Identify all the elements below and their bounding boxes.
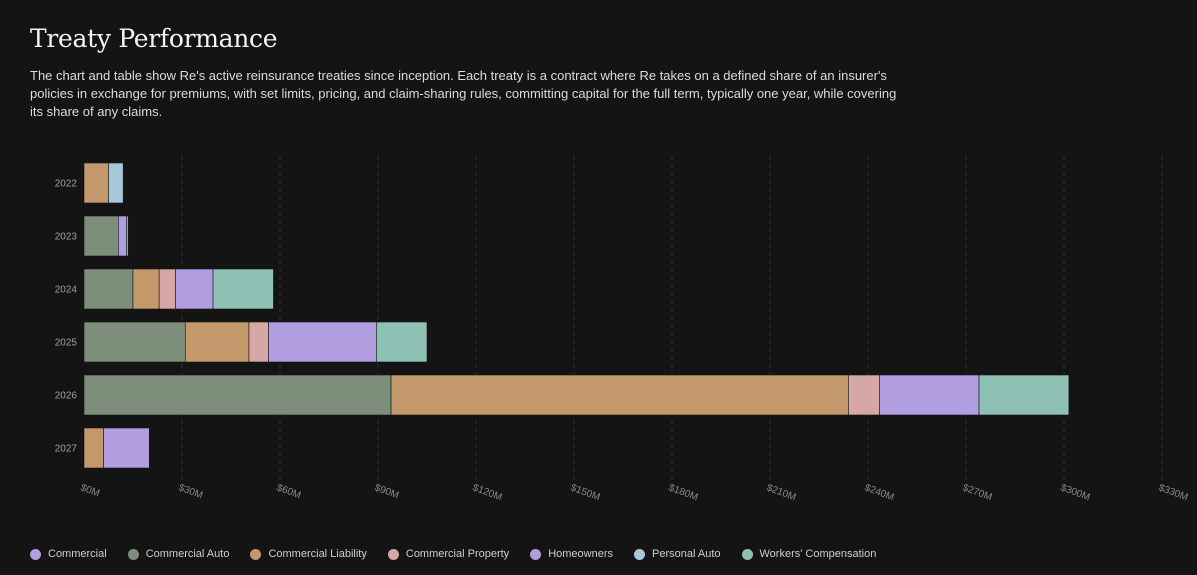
y-category-label: 2025 — [55, 338, 78, 349]
x-tick-label: $60M — [275, 482, 302, 501]
legend-swatch — [30, 548, 41, 560]
bar-segment[interactable] — [118, 215, 127, 257]
legend-swatch — [127, 548, 139, 560]
legend-swatch — [250, 548, 262, 560]
bar-segment[interactable] — [126, 215, 129, 257]
x-tick-label: $210M — [765, 482, 797, 503]
bar-segment[interactable] — [83, 374, 392, 416]
bar-segment[interactable] — [175, 268, 214, 310]
legend-swatch — [530, 548, 542, 560]
y-category-label: 2023 — [55, 232, 78, 243]
x-tick-label: $240M — [863, 482, 895, 503]
x-tick-label: $300M — [1059, 482, 1091, 503]
legend-item[interactable]: Commercial — [30, 548, 107, 560]
y-category-label: 2027 — [55, 444, 78, 455]
page-description: The chart and table show Re's active rei… — [30, 68, 897, 119]
x-tick-label: $90M — [373, 482, 400, 501]
x-tick-label: $330M — [1157, 482, 1189, 503]
bar-segment[interactable] — [83, 215, 119, 257]
bar-segment[interactable] — [83, 321, 186, 363]
bar-segment[interactable] — [268, 321, 377, 363]
treaty-bar-chart: $0M $30M $60M $90M $120M $150M $180M $210M $240M… — [55, 156, 1189, 503]
bar-segment[interactable] — [848, 374, 880, 416]
legend-item[interactable]: Personal Auto — [634, 548, 721, 560]
bar-segment[interactable] — [83, 427, 104, 469]
legend-label: Commercial Liability — [268, 548, 367, 560]
bar-segment[interactable] — [184, 321, 250, 363]
y-category-label: 2022 — [55, 179, 78, 190]
legend-label: Personal Auto — [652, 548, 721, 560]
x-tick-label: $0M — [79, 482, 101, 499]
legend-label: Workers' Compensation — [759, 548, 877, 560]
bar-segment[interactable] — [103, 427, 150, 469]
bar-segment[interactable] — [248, 321, 269, 363]
page-title: Treaty Performance — [30, 24, 278, 53]
bar-segment[interactable] — [879, 374, 980, 416]
y-category-label: 2024 — [55, 285, 78, 296]
bar-segment[interactable] — [83, 268, 134, 310]
legend-item[interactable]: Workers' Compensation — [741, 548, 877, 560]
legend-item[interactable]: Commercial Property — [387, 548, 510, 560]
legend-label: Commercial Auto — [145, 548, 230, 560]
bar-segment[interactable] — [108, 162, 124, 204]
bar-segment[interactable] — [978, 374, 1070, 416]
legend-item[interactable]: Commercial Auto — [127, 548, 230, 560]
bar-segment[interactable] — [158, 268, 176, 310]
legend-item[interactable]: Homeowners — [530, 548, 613, 560]
chart-legend: Commercial Commercial Auto Commercial Liab… — [30, 548, 897, 560]
x-tick-label: $150M — [569, 482, 601, 503]
legend-label: Commercial — [48, 548, 107, 560]
y-category-label: 2026 — [55, 391, 78, 402]
x-tick-label: $270M — [961, 482, 993, 503]
bar-segment[interactable] — [212, 268, 274, 310]
bar-segment[interactable] — [376, 321, 428, 363]
bar-segment[interactable] — [390, 374, 849, 416]
legend-label: Commercial Property — [405, 548, 510, 560]
legend-label: Homeowners — [548, 548, 613, 560]
legend-item[interactable]: Commercial Liability — [250, 548, 367, 560]
legend-swatch — [634, 548, 645, 560]
bar-segment[interactable] — [83, 162, 109, 204]
bar-segment[interactable] — [132, 268, 160, 310]
x-tick-label: $180M — [667, 482, 699, 503]
legend-swatch — [387, 548, 399, 560]
x-tick-label: $120M — [471, 482, 503, 503]
legend-swatch — [741, 548, 753, 560]
x-tick-label: $30M — [177, 482, 204, 501]
